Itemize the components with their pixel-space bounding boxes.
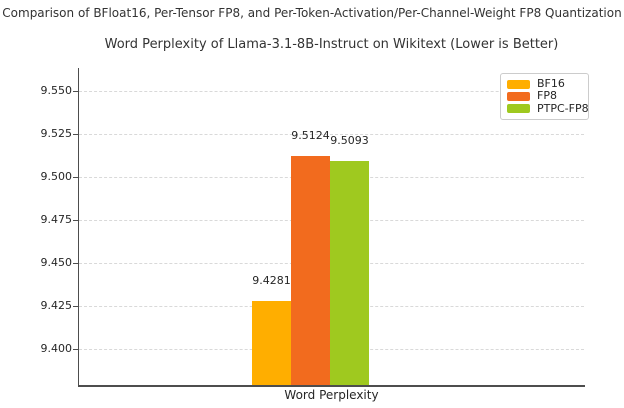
plot-area: 9.4281 9.5124 9.5093	[78, 68, 585, 387]
legend-item-label: FP8	[537, 89, 557, 103]
y-tick-label: 9.450	[40, 256, 73, 270]
x-axis-label: Word Perplexity	[284, 388, 379, 402]
bar-value-label: 9.5093	[330, 134, 369, 148]
legend-swatch	[507, 91, 530, 101]
legend-swatch	[507, 104, 530, 114]
bar-value-label: 9.5124	[291, 128, 330, 142]
legend-swatch	[507, 79, 530, 89]
bar-fp8	[291, 155, 330, 385]
gridline	[79, 91, 584, 93]
y-tick	[73, 263, 78, 265]
x-axis	[78, 385, 585, 387]
y-axis	[78, 68, 79, 387]
y-tick-label: 9.425	[40, 299, 73, 313]
y-tick	[73, 91, 78, 93]
legend: BF16 FP8 PTPC-FP8	[500, 73, 589, 120]
y-tick	[73, 177, 78, 179]
y-tick	[73, 220, 78, 222]
legend-item-fp8: FP8	[507, 90, 582, 102]
legend-item-bf16: BF16	[507, 78, 582, 90]
y-tick-label: 9.500	[40, 170, 73, 184]
bar-bf16	[252, 300, 291, 385]
gridline	[79, 134, 584, 136]
bar-ptpc-fp8	[330, 161, 369, 385]
legend-item-label: BF16	[537, 77, 565, 91]
y-tick	[73, 306, 78, 308]
chart-title: Word Perplexity of Llama-3.1-8B-Instruct…	[104, 37, 559, 52]
y-tick	[73, 349, 78, 351]
legend-item-ptpc-fp8: PTPC-FP8	[507, 102, 589, 115]
legend-item-label: PTPC-FP8	[537, 101, 589, 115]
y-tick-label: 9.400	[40, 342, 73, 356]
figure-title: Comparison of BFloat16, Per-Tensor FP8, …	[2, 6, 622, 20]
y-tick-label: 9.475	[40, 213, 73, 227]
bar-value-label: 9.4281	[252, 273, 291, 287]
y-tick-label: 9.525	[40, 127, 73, 141]
y-tick-label: 9.550	[40, 84, 73, 98]
y-tick	[73, 134, 78, 136]
